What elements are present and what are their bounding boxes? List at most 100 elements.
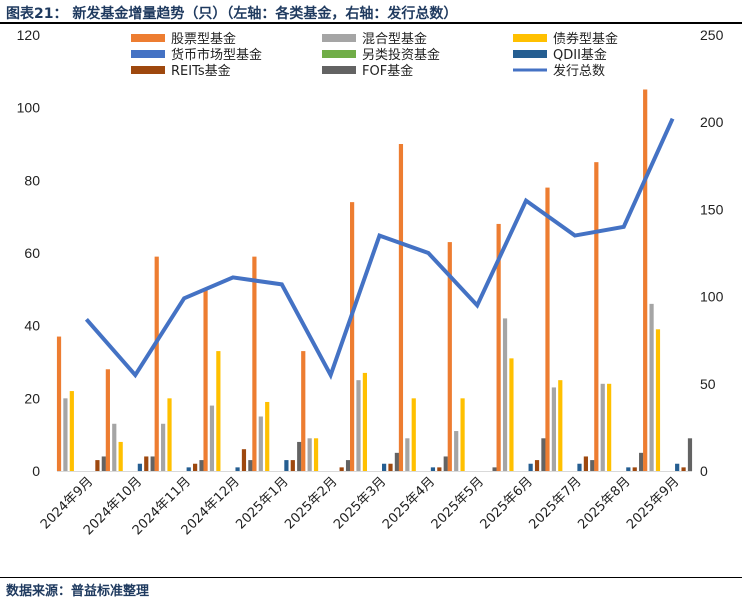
bar	[186, 467, 191, 471]
x-axis-labels: 2024年9月2024年10月2024年11月2024年12月2025年1月20…	[38, 474, 682, 538]
legend-label: REITs基金	[171, 63, 231, 79]
bar	[594, 162, 599, 471]
left-y-tick: 80	[24, 172, 40, 188]
left-y-tick: 120	[17, 27, 41, 43]
legend-label: 股票型基金	[171, 31, 236, 47]
right-y-tick: 50	[700, 376, 716, 392]
right-y-tick: 0	[700, 463, 708, 479]
bar	[607, 383, 612, 471]
legend-swatch	[513, 50, 547, 58]
right-y-tick: 100	[700, 289, 724, 305]
bar	[313, 438, 319, 471]
bar	[454, 431, 459, 471]
left-y-tick: 100	[17, 100, 41, 116]
bar	[632, 467, 637, 471]
legend-label: FOF基金	[362, 63, 413, 79]
right-y-tick: 150	[700, 201, 724, 217]
bar	[509, 358, 514, 471]
bar	[356, 380, 361, 471]
legend-swatch	[322, 66, 356, 74]
bar	[362, 372, 367, 471]
right-y-axis: 0 50 100 150 200 250	[700, 27, 724, 479]
bottom-rule	[0, 577, 742, 578]
legend-item: 发行总数	[513, 63, 605, 79]
bar	[643, 89, 648, 471]
top-rule	[0, 22, 742, 24]
bar	[248, 460, 253, 471]
bar	[265, 401, 270, 471]
bar	[118, 441, 123, 471]
bar	[350, 202, 355, 471]
legend-label: 货币市场型基金	[171, 47, 262, 63]
bar	[600, 383, 605, 471]
bar	[534, 460, 540, 471]
legend-item: REITs基金	[131, 63, 231, 79]
bar	[307, 438, 312, 471]
legend-item: FOF基金	[322, 63, 413, 79]
bar	[241, 449, 247, 471]
bar	[112, 423, 117, 471]
bar	[675, 463, 680, 471]
legend-item: 混合型基金	[322, 31, 427, 47]
bar	[297, 441, 302, 471]
legend-label: 债券型基金	[553, 31, 618, 47]
bar	[252, 256, 257, 471]
bar	[203, 289, 208, 471]
bar	[150, 456, 155, 471]
bar	[681, 467, 686, 471]
legend-item: 货币市场型基金	[131, 47, 262, 63]
bar	[95, 460, 100, 471]
bar	[144, 456, 149, 471]
bar	[558, 380, 563, 471]
legend-item: 另类投资基金	[322, 47, 440, 63]
source-note: 数据来源：普益标准整理	[6, 584, 150, 599]
bar	[235, 467, 240, 471]
bar	[577, 463, 582, 471]
bar	[437, 467, 442, 471]
legend-item: 债券型基金	[513, 31, 618, 47]
legend-swatch	[322, 34, 356, 42]
bar	[345, 460, 351, 471]
bar	[447, 242, 452, 471]
bar	[398, 144, 404, 471]
x-tick-label: 2025年9月	[624, 474, 682, 532]
left-y-tick: 60	[24, 245, 40, 261]
chart-title: 图表21： 新发基金增量趋势（只）（左轴：各类基金，右轴：发行总数）	[6, 6, 458, 22]
legend-label: 混合型基金	[362, 31, 427, 47]
bar	[590, 460, 595, 471]
bar	[626, 467, 631, 471]
legend-swatch	[322, 50, 356, 58]
bar	[394, 452, 399, 471]
bar	[301, 351, 306, 471]
bar	[105, 369, 110, 471]
legend-label: 发行总数	[553, 63, 605, 79]
bar	[443, 456, 448, 471]
left-y-tick: 0	[32, 463, 40, 479]
legend-swatch	[131, 34, 165, 42]
bar	[161, 423, 166, 471]
line-series-total	[84, 117, 675, 381]
legend-item: 股票型基金	[131, 31, 236, 47]
right-y-tick: 250	[700, 27, 724, 43]
bar	[209, 405, 215, 471]
legend-item: QDII基金	[513, 47, 607, 63]
bar	[56, 336, 62, 471]
bar	[154, 256, 159, 471]
bar-series	[56, 89, 693, 471]
right-y-tick: 200	[700, 114, 724, 130]
bar	[687, 438, 693, 471]
legend-label: QDII基金	[553, 47, 607, 63]
left-y-tick: 20	[24, 390, 40, 406]
bar	[541, 438, 546, 471]
bar	[492, 467, 497, 471]
bar	[382, 463, 387, 471]
left-y-axis: 0 20 40 60 80 100 120	[17, 27, 41, 479]
legend-swatch	[131, 66, 165, 74]
bar	[137, 463, 142, 471]
bar	[502, 318, 508, 471]
bar	[545, 187, 550, 471]
bar	[69, 391, 74, 471]
bar	[339, 467, 344, 471]
